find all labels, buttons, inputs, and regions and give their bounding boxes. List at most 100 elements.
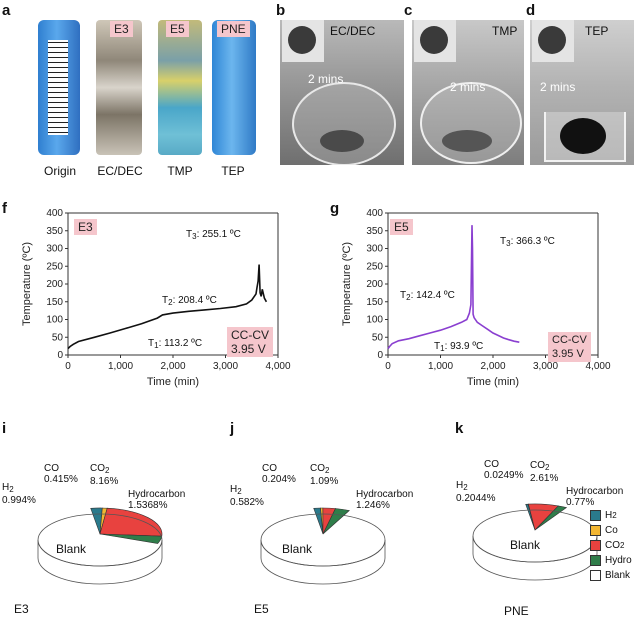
time-label-d: 2 mins <box>540 80 576 94</box>
y-tick-label: 150 <box>366 297 383 308</box>
annotation-g-t3: T3: 366.3 ºC <box>500 236 555 248</box>
tag-e3: E3 <box>110 21 133 37</box>
x-axis-label: Time (min) <box>467 376 519 388</box>
annotation-f-t1: T1: 113.2 ºC <box>148 338 203 350</box>
legend-item: Co <box>590 525 632 536</box>
time-label-c: 2 mins <box>450 80 486 94</box>
panel-letter-g: g <box>330 200 340 217</box>
x-axis-label: Time (min) <box>147 376 199 388</box>
x-tick-label: 2,000 <box>480 361 505 372</box>
pie-chart-i <box>37 507 163 585</box>
panel-letter-b: b <box>276 2 286 19</box>
panel-letter-d: d <box>526 2 536 19</box>
voltage-text: 3.95 V <box>552 348 584 360</box>
y-tick-label: 0 <box>57 350 63 361</box>
pie-top-outline <box>260 513 386 567</box>
pie-j-blank-label: Blank <box>282 542 313 556</box>
time-label-b: 2 mins <box>308 72 344 86</box>
pie-slice-co2 <box>99 507 163 537</box>
legend-label: Hydro <box>605 555 632 566</box>
pie-i-hc-label: Hydrocarbon 1.5368% <box>128 489 186 511</box>
legend-swatch <box>590 555 601 566</box>
panel-letter-k: k <box>455 420 464 437</box>
x-tick-label: 0 <box>65 361 71 372</box>
annotation-g-t2: T2: 142.4 ºC <box>400 290 455 302</box>
y-tick-label: 50 <box>372 332 384 343</box>
y-axis-label: Temperature (ºC) <box>21 242 33 326</box>
y-tick-label: 100 <box>46 315 63 326</box>
mode-text: CC-CV <box>231 328 269 342</box>
pie-side <box>260 539 386 585</box>
label-tep: TEP <box>585 24 609 38</box>
legend-subscript: 2 <box>612 511 617 520</box>
legend-subscript: 2 <box>620 541 625 550</box>
series-line <box>67 264 268 350</box>
battery-photo-origin <box>38 20 80 155</box>
tag-pne: PNE <box>217 21 250 37</box>
annotation-f-t2: T2: 208.4 ºC <box>162 295 217 307</box>
y-tick-label: 300 <box>46 244 63 255</box>
battery-photo-tep <box>212 20 256 155</box>
temperature-chart-f: 0 50 100 150 200 250 300 350 400 0 1,000 2,000 3,000… <box>21 208 291 388</box>
pie-j-co2-label: CO2 1.09% <box>310 463 339 487</box>
battery-photo-tmp <box>158 20 202 155</box>
caption-ecdec: EC/DEC <box>97 164 143 178</box>
panel-letter-a: a <box>2 2 11 19</box>
pie-k-h2-label: H2 0.2044% <box>456 480 496 504</box>
x-tick-label: 4,000 <box>585 361 610 372</box>
y-tick-label: 400 <box>46 208 63 219</box>
inset-photo <box>532 20 574 62</box>
pie-i-blank-label: Blank <box>56 542 87 556</box>
y-tick-label: 150 <box>46 297 63 308</box>
tag-e5: E5 <box>166 21 189 37</box>
pie-legend: H 2 Co CO 2 Hydro Blank <box>590 510 632 585</box>
pie-chart-j <box>260 507 386 585</box>
tag-g-e5: E5 <box>390 219 413 235</box>
pie-top-outline <box>37 513 163 567</box>
pie-k-hc-label: Hydrocarbon 0.77% <box>566 486 624 508</box>
legend-swatch <box>590 570 601 581</box>
temperature-chart-g: 0 50 100 150 200 250 300 350 400 0 1,000 2,000 3,000… <box>341 208 611 388</box>
x-tick-label: 3,000 <box>533 361 558 372</box>
legend-item: Hydro <box>590 555 632 566</box>
y-tick-label: 350 <box>46 226 63 237</box>
pie-i-h2-label: H2 0.994% <box>2 482 36 506</box>
legend-label: CO <box>605 540 620 551</box>
caption-tep: TEP <box>221 164 245 178</box>
y-tick-label: 50 <box>52 332 64 343</box>
label-ecdec: EC/DEC <box>330 24 376 38</box>
legend-label: Co <box>605 525 618 536</box>
y-tick-label: 250 <box>46 261 63 272</box>
y-tick-label: 200 <box>46 279 63 290</box>
x-tick-label: 3,000 <box>213 361 238 372</box>
y-tick-label: 100 <box>366 315 383 326</box>
pie-k-co2-label: CO2 2.61% <box>530 460 559 484</box>
caption-origin: Origin <box>43 164 76 178</box>
x-tick-label: 2,000 <box>160 361 185 372</box>
legend-swatch <box>590 540 601 551</box>
pie-k-co-label: CO 0.0249% <box>484 459 524 481</box>
pie-k-caption: PNE <box>504 604 529 618</box>
battery-photo-ecdec <box>96 20 142 155</box>
flask-photo-d <box>530 20 634 165</box>
barcode-label <box>48 40 68 135</box>
y-tick-label: 300 <box>366 244 383 255</box>
mode-label-f: CC-CV 3.95 V <box>227 327 273 357</box>
x-tick-label: 1,000 <box>428 361 453 372</box>
tag-f-e3: E3 <box>74 219 97 235</box>
pie-j-hc-label: Hydrocarbon 1.246% <box>356 489 414 511</box>
y-tick-label: 0 <box>377 350 383 361</box>
y-tick-label: 200 <box>366 279 383 290</box>
pie-chart-k <box>472 503 598 581</box>
y-tick-label: 350 <box>366 226 383 237</box>
y-axis-label: Temperature (ºC) <box>341 242 353 326</box>
legend-label: H <box>605 510 613 521</box>
legend-label: Blank <box>605 570 631 581</box>
legend-item: Blank <box>590 570 632 581</box>
x-tick-label: 4,000 <box>265 361 290 372</box>
pie-i-co-label: CO 0.415% <box>44 463 78 485</box>
caption-tmp: TMP <box>167 164 193 178</box>
pie-i-caption: E3 <box>14 602 29 616</box>
flask-photo-b <box>280 20 404 165</box>
